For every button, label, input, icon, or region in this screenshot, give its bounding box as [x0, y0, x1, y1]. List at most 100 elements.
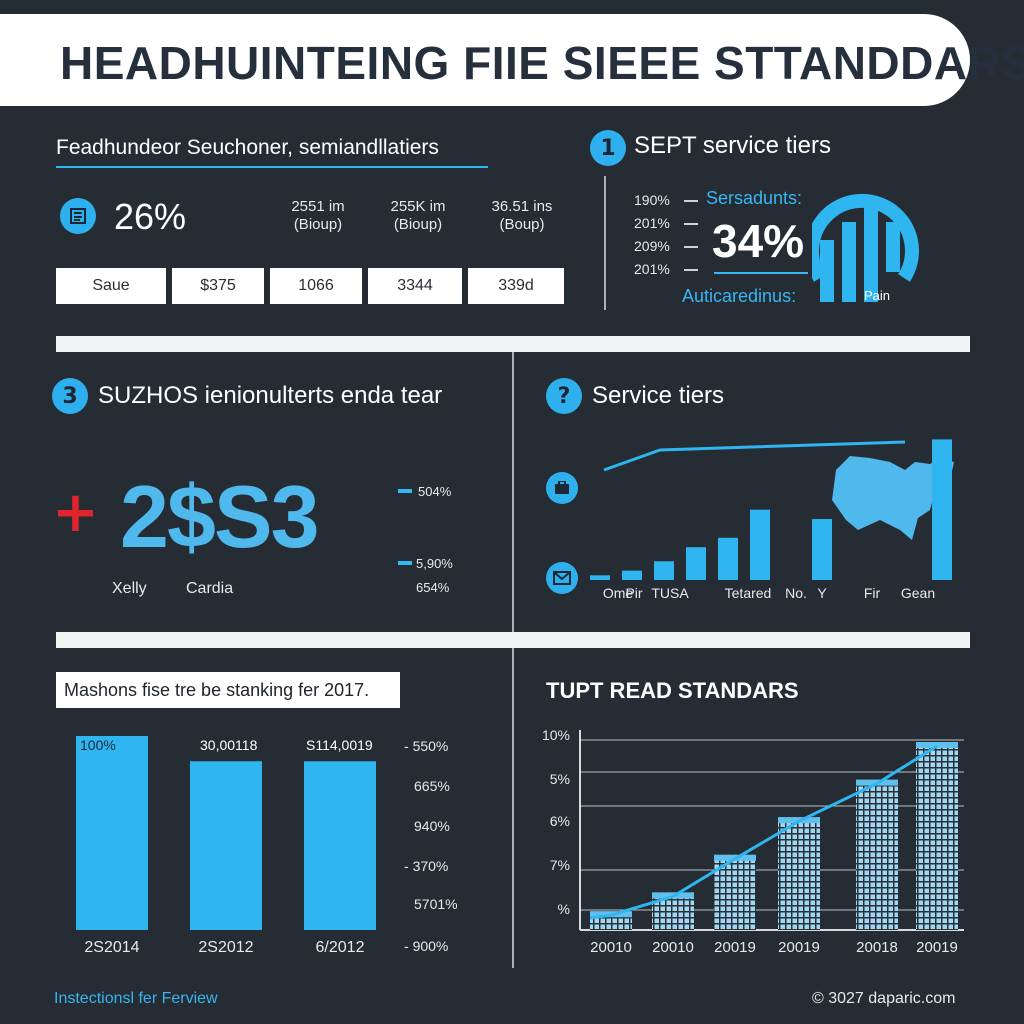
sept-underline: [714, 272, 808, 274]
right-axis-label: - 370%: [404, 858, 449, 874]
stat-value: 36.51 ins: [491, 198, 553, 215]
usa-map-icon: [832, 456, 954, 540]
sept-tick-mark: [684, 269, 698, 271]
category-label: 6/2012: [316, 939, 365, 956]
y-tick-label: 10%: [542, 727, 570, 743]
data-label: 100%: [80, 737, 116, 753]
page-title: HEADHUINTEING FIIE SIEEE STTANDDARS: [60, 37, 1024, 89]
sept-tick: 201%: [634, 261, 670, 277]
section1-stat: 255K im (Bioup): [382, 198, 454, 234]
category-label: No.: [785, 585, 807, 601]
sept-tick: 190%: [634, 192, 670, 208]
divider-1: [56, 336, 970, 352]
sept-tick-mark: [684, 246, 698, 248]
section3-pct: 5,90%: [416, 556, 453, 571]
briefcase-icon: [546, 472, 578, 504]
y-tick-label: 7%: [550, 857, 570, 873]
category-label: TUSA: [651, 585, 689, 601]
x-tick-label: 20018: [856, 939, 898, 956]
right-axis-label: - 900%: [404, 938, 449, 954]
vertical-divider-top: [604, 176, 606, 310]
list-icon: [60, 198, 96, 234]
bar: [750, 509, 770, 580]
stat-unit: (Boup): [499, 216, 545, 233]
footer-copyright: © 3027 daparic.com: [812, 990, 956, 1007]
trend-line: [589, 744, 938, 920]
section1-stat: 36.51 ins (Boup): [484, 198, 560, 234]
y-tick-label: %: [558, 901, 570, 917]
section1-underline: [56, 166, 488, 168]
trend-line: [603, 440, 906, 472]
bar: [812, 519, 832, 580]
plus-icon: +: [52, 480, 99, 545]
sept-logo-label: Pain: [864, 288, 891, 303]
sept-tick-mark: [684, 200, 698, 202]
x-tick-label: 20019: [916, 939, 958, 956]
bar: [76, 736, 148, 930]
sept-title: SEPT service tiers: [634, 132, 831, 159]
section3-name: Xelly: [112, 580, 147, 597]
bar: [686, 547, 706, 580]
data-label: 30,00118: [200, 737, 258, 753]
bar: [190, 761, 262, 930]
section1-title: Feadhundeor Seuchoner, semiandllatiers: [56, 136, 439, 159]
section1-box: 1066: [270, 268, 362, 304]
section1-box: $375: [172, 268, 264, 304]
right-axis-label: 665%: [414, 778, 450, 794]
bottom-left-title: Mashons fise tre be stanking fer 2017.: [56, 672, 400, 708]
y-tick-label: 5%: [550, 771, 570, 787]
section3-title: SUZHOS ienionulterts enda tear: [98, 382, 443, 409]
bottom-right-title: TUPT READ STANDARS: [546, 678, 799, 703]
section3-pct: 654%: [416, 580, 450, 595]
bar-logo-icon: [812, 193, 919, 302]
sept-label-top: Sersadunts:: [706, 188, 803, 208]
category-label: Tetared: [725, 585, 772, 601]
category-label: Gean: [901, 585, 935, 601]
bar: [304, 761, 376, 930]
footer-link[interactable]: Instectionsl fer Ferview: [54, 990, 218, 1007]
question-icon: ?: [546, 378, 582, 414]
bar-cap: [916, 742, 958, 748]
bar: [652, 892, 694, 930]
section1-percent: 26%: [114, 196, 187, 237]
section1-box: 3344: [368, 268, 462, 304]
category-label: Ome: [603, 585, 634, 601]
bar: [718, 537, 738, 580]
stat-unit: (Bioup): [293, 216, 343, 233]
x-tick-label: 20010: [590, 939, 632, 956]
right-axis-label: 940%: [414, 818, 450, 834]
category-label: Fir: [864, 585, 881, 601]
section3-dash: [398, 561, 412, 565]
sept-tick: 201%: [634, 215, 670, 231]
section1-box: 339d: [468, 268, 564, 304]
section1-stat: 2551 im (Bioup): [282, 198, 354, 234]
bar: [654, 561, 674, 580]
section1-box: Saue: [56, 268, 166, 304]
section3-name: Cardia: [186, 580, 234, 597]
y-tick-label: 6%: [550, 813, 570, 829]
stat-value: 255K im: [390, 198, 446, 215]
divider-2: [56, 632, 970, 648]
bar: [622, 570, 642, 580]
badge-number-1: 1: [590, 130, 626, 166]
category-label: 2S2012: [198, 939, 253, 956]
x-tick-label: 20019: [714, 939, 756, 956]
section3-pct: 504%: [418, 484, 452, 499]
section3-big-value: 2$S3: [120, 467, 320, 566]
vertical-divider-bottom: [512, 648, 514, 968]
badge-number-3: 3: [52, 378, 88, 414]
bar: [916, 742, 958, 930]
x-tick-label: 20019: [778, 939, 820, 956]
section3-dash: [398, 489, 412, 493]
header-banner: [0, 14, 970, 106]
data-label: S114,0019: [306, 737, 373, 753]
bar: [856, 779, 898, 930]
right-axis-label: 5701%: [414, 896, 458, 912]
sept-tick: 209%: [634, 238, 670, 254]
sept-label-bottom: Auticaredinus:: [682, 286, 797, 306]
mail-icon: [546, 562, 578, 594]
x-tick-label: 20010: [652, 939, 694, 956]
bar: [778, 817, 820, 930]
